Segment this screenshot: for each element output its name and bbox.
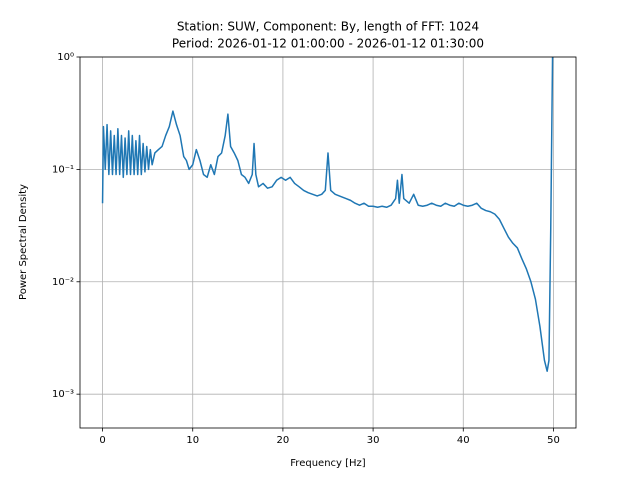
chart-subtitle: Period: 2026-01-12 01:00:00 - 2026-01-12… xyxy=(172,37,484,51)
x-tick-label: 50 xyxy=(547,435,560,446)
x-axis-label: Frequency [Hz] xyxy=(290,458,366,469)
axes-frame xyxy=(79,56,577,429)
x-tick-label: 30 xyxy=(367,435,380,446)
y-tick-label: 10⁻¹ xyxy=(52,164,74,175)
x-tick-label: 20 xyxy=(277,435,290,446)
x-tick-label: 0 xyxy=(99,435,105,446)
x-tick-label: 40 xyxy=(457,435,470,446)
x-tick-label: 10 xyxy=(186,435,199,446)
y-tick-label: 10⁻² xyxy=(52,277,74,288)
y-axis-label: Power Spectral Density xyxy=(18,184,29,300)
y-tick-label: 10⁻³ xyxy=(52,389,74,400)
data-line xyxy=(101,57,554,372)
chart-title: Station: SUW, Component: By, length of F… xyxy=(177,20,479,34)
plot-area xyxy=(101,57,554,372)
y-tick-label: 10⁰ xyxy=(57,52,74,63)
